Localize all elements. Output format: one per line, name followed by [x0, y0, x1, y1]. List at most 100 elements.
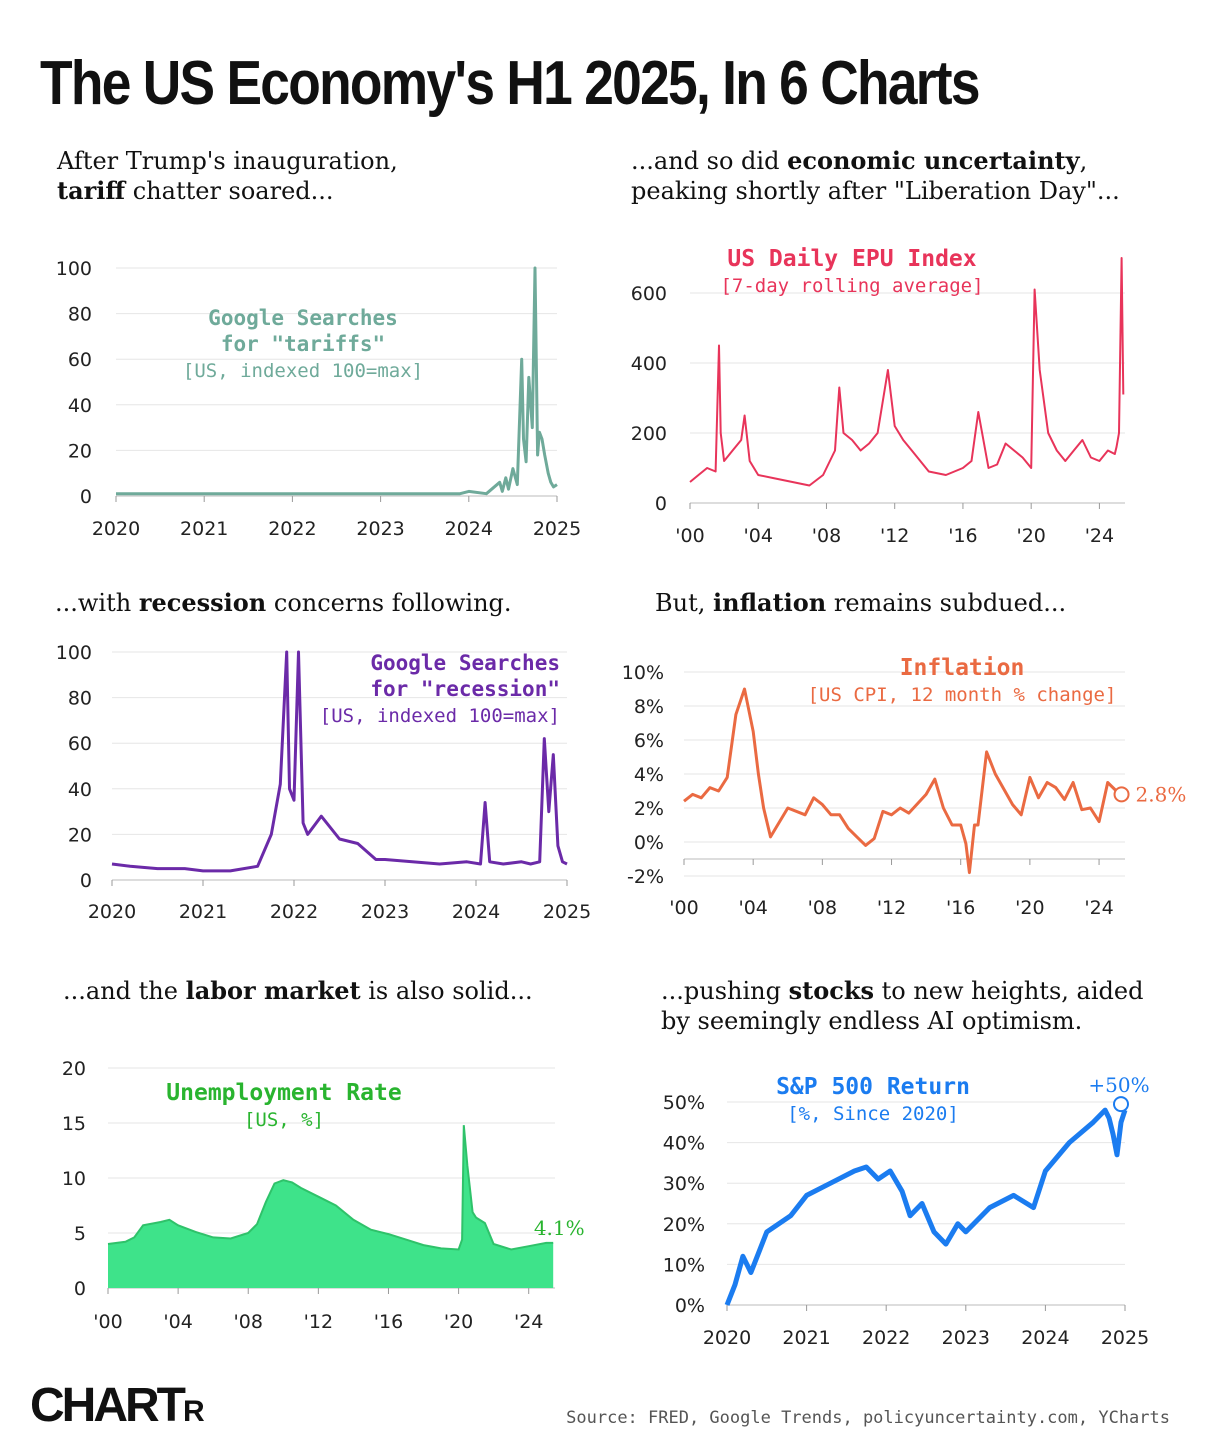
- tariffs-line: [116, 266, 558, 496]
- unemployment-chart-subtitle: [US, %]: [244, 1109, 324, 1131]
- sp500-ytick-label: 0%: [675, 1295, 705, 1317]
- inflation-ytick-label: 8%: [634, 696, 664, 718]
- inflation-xtick-label: '20: [1015, 897, 1044, 919]
- recession-chart-title-2: for "recession": [370, 677, 560, 701]
- caption-uncertainty: ...and so did economic uncertainty, peak…: [631, 146, 1120, 205]
- inflation-chart-title: Inflation: [900, 655, 1025, 681]
- tariffs-xtick-label: 2022: [268, 518, 316, 540]
- recession-ytick-label: 80: [68, 688, 92, 710]
- unemployment-line: [107, 1125, 554, 1251]
- tariffs-ytick-label: 40: [68, 395, 92, 417]
- unemployment-xtick-label: '00: [93, 1311, 122, 1333]
- sp500-line: [724, 1107, 1128, 1306]
- recession-ytick-label: 20: [68, 824, 92, 846]
- unemployment-ytick-label: 20: [62, 1058, 86, 1080]
- tariffs-chart-subtitle: [US, indexed 100=max]: [183, 360, 423, 382]
- caption-labor: ...and the labor market is also solid...: [63, 976, 533, 1005]
- inflation-ytick-label: 10%: [622, 662, 664, 684]
- recession-ytick-label: 100: [56, 642, 92, 664]
- unemployment-ytick-label: 10: [62, 1168, 86, 1190]
- epu-chart-subtitle: [7-day rolling average]: [720, 275, 983, 297]
- recession-xtick-label: 2024: [452, 901, 500, 923]
- sp500-chart-subtitle: [%, Since 2020]: [787, 1103, 959, 1125]
- unemployment-xtick-label: '12: [304, 1311, 333, 1333]
- inflation-ytick-label: 6%: [634, 730, 664, 752]
- tariffs-xtick-label: 2021: [180, 518, 228, 540]
- inflation-xtick-label: '24: [1084, 897, 1113, 919]
- sp500-ytick-label: 10%: [663, 1254, 705, 1276]
- sp500-ytick-label: 40%: [663, 1133, 705, 1155]
- inflation-xtick-label: '04: [738, 897, 767, 919]
- inflation-xtick-label: '00: [669, 897, 698, 919]
- epu-ytick-label: 400: [631, 353, 667, 375]
- recession-xtick-label: 2023: [361, 901, 409, 923]
- sp500-end-marker: [1113, 1096, 1129, 1113]
- sp500-ytick-label: 30%: [663, 1173, 705, 1195]
- caption-inflation: But, inflation remains subdued...: [655, 588, 1067, 617]
- epu-xtick-label: '04: [744, 525, 773, 547]
- tariffs-xtick-label: 2025: [533, 518, 581, 540]
- epu-chart-title: US Daily EPU Index: [727, 246, 976, 272]
- page-title: The US Economy's H1 2025, In 6 Charts: [40, 49, 980, 118]
- recession-chart-title: Google Searches: [370, 651, 560, 675]
- sp500-xtick-label: 2021: [782, 1327, 830, 1349]
- tariffs-ytick-label: 20: [68, 440, 92, 462]
- tariffs-ytick-label: 60: [68, 349, 92, 371]
- inflation-end-label: 2.8%: [1136, 782, 1187, 806]
- recession-ytick-label: 60: [68, 733, 92, 755]
- source-note: Source: FRED, Google Trends, policyuncer…: [566, 1408, 1170, 1428]
- epu-ytick-label: 200: [631, 423, 667, 445]
- recession-line: [111, 650, 568, 873]
- unemployment-ytick-label: 0: [74, 1278, 86, 1300]
- inflation-end-marker: [1113, 786, 1130, 803]
- epu-xtick-label: '08: [812, 525, 841, 547]
- epu-line: [689, 257, 1125, 487]
- sp500-ytick-label: 20%: [663, 1214, 705, 1236]
- inflation-ytick-label: 2%: [634, 798, 664, 820]
- inflation-line: [683, 687, 1123, 875]
- recession-xtick-label: 2021: [179, 901, 227, 923]
- inflation-ytick-label: -2%: [627, 866, 664, 888]
- tariffs-xtick-label: 2024: [445, 518, 493, 540]
- epu-xtick-label: '12: [880, 525, 909, 547]
- epu-xtick-label: '16: [948, 525, 977, 547]
- inflation-ytick-label: 4%: [634, 764, 664, 786]
- epu-xtick-label: '24: [1085, 525, 1114, 547]
- tariffs-chart-title-2: for "tariffs": [221, 332, 385, 356]
- unemployment-xtick-label: '08: [234, 1311, 263, 1333]
- recession-chart-subtitle: [US, indexed 100=max]: [320, 705, 560, 727]
- tariffs-xtick-label: 2020: [92, 518, 140, 540]
- tariffs-chart-title: Google Searches: [208, 306, 398, 330]
- epu-ytick-label: 600: [631, 283, 667, 305]
- chartr-logo: CHARTR: [30, 1379, 205, 1432]
- unemployment-xtick-label: '04: [163, 1311, 192, 1333]
- tariffs-xtick-label: 2023: [356, 518, 404, 540]
- inflation-xtick-label: '12: [877, 897, 906, 919]
- tariffs-ytick-label: 0: [80, 486, 92, 508]
- recession-xtick-label: 2025: [543, 901, 591, 923]
- sp500-xtick-label: 2020: [703, 1327, 751, 1349]
- sp500-ytick-label: 50%: [663, 1092, 705, 1114]
- unemployment-ytick-label: 15: [62, 1113, 86, 1135]
- sp500-xtick-label: 2025: [1101, 1327, 1149, 1349]
- unemployment-ytick-label: 5: [74, 1223, 86, 1245]
- inflation-ytick-label: 0%: [634, 832, 664, 854]
- epu-ytick-label: 0: [655, 493, 667, 515]
- caption-tariffs: After Trump's inauguration, tariff chatt…: [57, 147, 398, 205]
- caption-recession: ...with recession concerns following.: [55, 588, 512, 617]
- tariffs-ytick-label: 100: [56, 258, 92, 280]
- tariffs-ytick-label: 80: [68, 304, 92, 326]
- unemployment-xtick-label: '20: [444, 1311, 473, 1333]
- sp500-xtick-label: 2022: [862, 1327, 910, 1349]
- inflation-xtick-label: '08: [808, 897, 837, 919]
- recession-ytick-label: 40: [68, 779, 92, 801]
- epu-xtick-label: '20: [1016, 525, 1045, 547]
- recession-ytick-label: 0: [80, 870, 92, 892]
- unemployment-xtick-label: '24: [514, 1311, 543, 1333]
- epu-xtick-label: '00: [675, 525, 704, 547]
- unemployment-chart-title: Unemployment Rate: [166, 1080, 401, 1106]
- caption-stocks: ...pushing stocks to new heights, aided …: [661, 976, 1144, 1035]
- sp500-xtick-label: 2023: [942, 1327, 990, 1349]
